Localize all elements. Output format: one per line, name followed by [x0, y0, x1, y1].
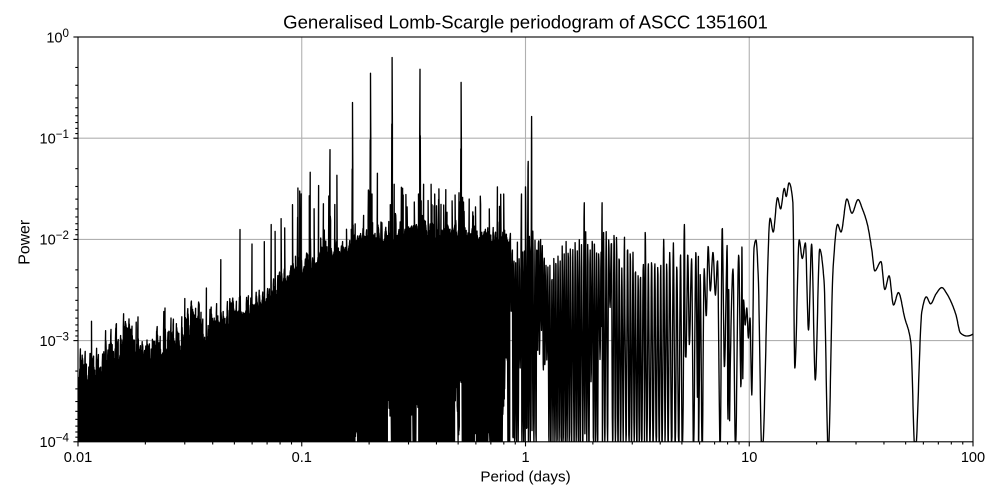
svg-text:Power: Power — [17, 220, 34, 265]
svg-text:100: 100 — [961, 450, 985, 466]
svg-text:1: 1 — [521, 450, 529, 466]
svg-text:Period (days): Period (days) — [480, 469, 570, 486]
svg-text:0.1: 0.1 — [292, 450, 312, 466]
svg-text:Generalised Lomb-Scargle perio: Generalised Lomb-Scargle periodogram of … — [283, 12, 768, 33]
svg-text:10: 10 — [741, 450, 757, 466]
svg-text:0.01: 0.01 — [64, 450, 92, 466]
